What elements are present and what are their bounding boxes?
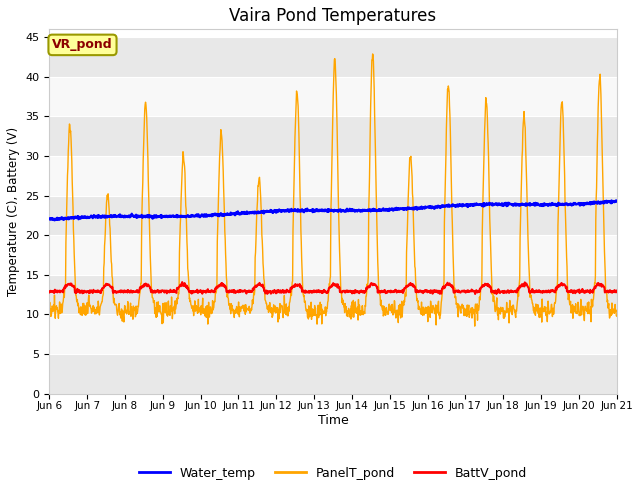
Title: Vaira Pond Temperatures: Vaira Pond Temperatures: [230, 7, 436, 25]
Bar: [49, 314, 617, 354]
Text: VR_pond: VR_pond: [52, 38, 113, 51]
Y-axis label: Temperature (C), Battery (V): Temperature (C), Battery (V): [7, 127, 20, 296]
X-axis label: Time: Time: [317, 414, 348, 427]
Bar: [49, 275, 617, 314]
Bar: [49, 235, 617, 275]
Bar: [49, 156, 617, 195]
Bar: [49, 354, 617, 394]
Bar: [49, 116, 617, 156]
Bar: [49, 77, 617, 116]
Bar: [49, 195, 617, 235]
Bar: [49, 37, 617, 77]
Legend: Water_temp, PanelT_pond, BattV_pond: Water_temp, PanelT_pond, BattV_pond: [134, 462, 532, 480]
